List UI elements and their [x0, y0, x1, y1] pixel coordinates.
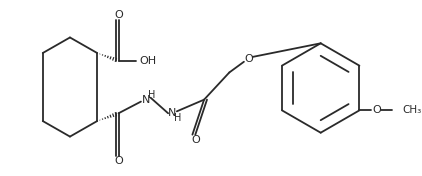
Text: O: O — [114, 156, 123, 166]
Text: CH₃: CH₃ — [402, 105, 422, 115]
Text: H: H — [174, 113, 181, 123]
Text: O: O — [114, 10, 123, 20]
Text: N: N — [168, 108, 176, 118]
Text: O: O — [191, 134, 200, 144]
Text: H: H — [148, 90, 155, 100]
Text: OH: OH — [139, 56, 156, 66]
Text: O: O — [244, 54, 253, 64]
Text: O: O — [373, 105, 381, 115]
Text: N: N — [141, 95, 150, 105]
